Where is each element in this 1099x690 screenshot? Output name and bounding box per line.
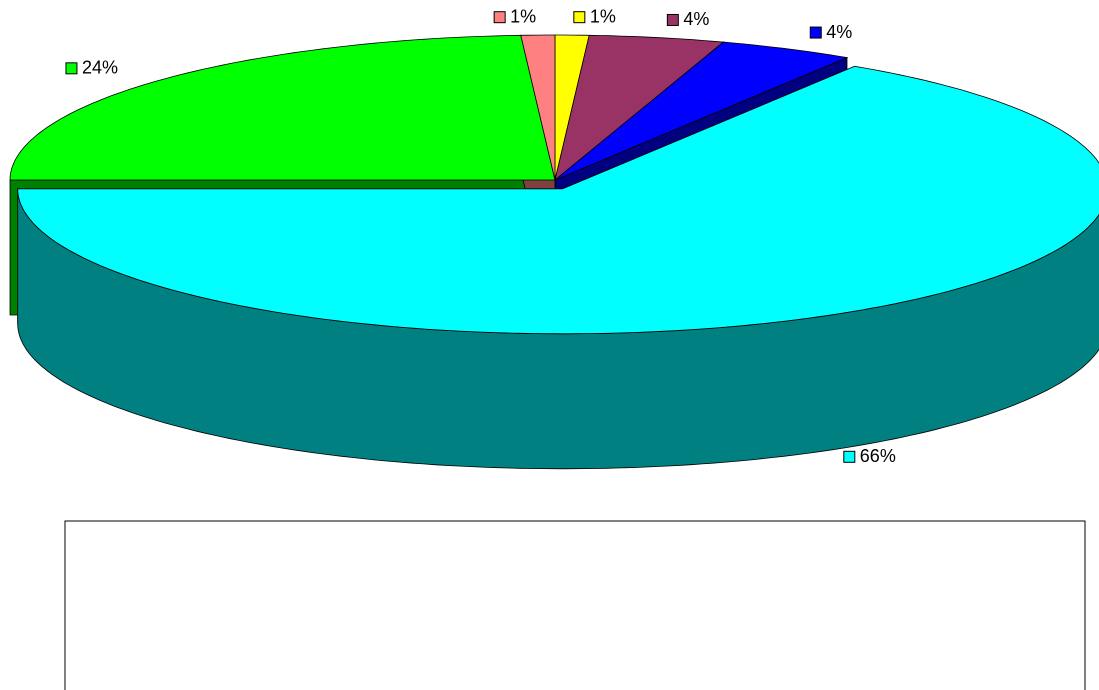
data-label-text: 1% (590, 6, 616, 26)
data-label-text: 4% (826, 22, 852, 42)
slice (554, 34, 725, 182)
data-label-text: 66% (860, 446, 896, 466)
slice (554, 41, 849, 181)
data-label: 1% (493, 6, 536, 26)
data-label-key (493, 11, 506, 24)
data-label-key (843, 450, 856, 463)
data-label-key (573, 11, 586, 24)
data-label-text: 1% (510, 6, 536, 26)
slice (9, 34, 556, 181)
data-label-text: 24% (82, 58, 118, 78)
slice (520, 34, 556, 181)
data-label: 66% (843, 446, 896, 466)
data-label-text: 4% (683, 9, 709, 29)
data-label-key (809, 26, 822, 39)
slice (17, 65, 1099, 335)
legend-box (64, 520, 1086, 690)
data-label: 4% (666, 9, 709, 29)
data-label-key (65, 62, 78, 75)
data-label-key (666, 13, 679, 26)
data-label: 1% (573, 6, 616, 26)
data-label: 4% (809, 22, 852, 42)
data-label: 24% (65, 58, 118, 78)
